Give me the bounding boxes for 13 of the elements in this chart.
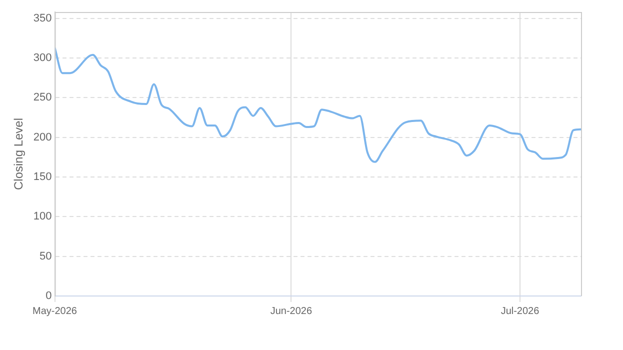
x-tick-label: Jul-2026 — [500, 306, 540, 317]
line-series — [54, 46, 581, 163]
y-tick-label: 0 — [46, 290, 52, 302]
y-tick-label: 100 — [33, 210, 52, 223]
x-tick-label: Jun-2026 — [270, 306, 312, 317]
y-tick-label: 350 — [33, 12, 52, 24]
y-tick-label: 150 — [33, 171, 52, 184]
y-axis-title: Closing Level — [12, 118, 26, 190]
y-tick-label: 300 — [33, 52, 52, 64]
y-tick-label: 50 — [40, 250, 52, 262]
x-tick-label: May-2026 — [32, 306, 78, 317]
y-tick-label: 200 — [33, 131, 52, 144]
y-tick-label: 250 — [33, 92, 52, 104]
